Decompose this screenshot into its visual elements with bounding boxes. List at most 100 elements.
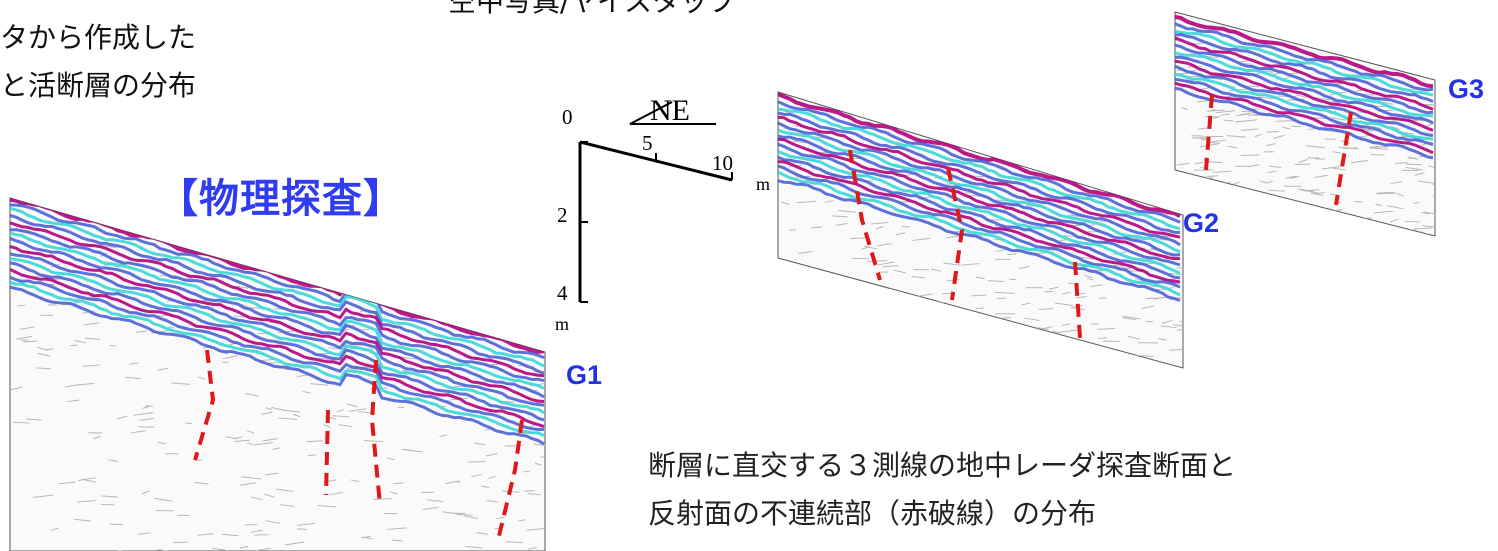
g2-noise-stroke xyxy=(867,322,887,326)
g3-reflector-band xyxy=(1175,59,1434,132)
g2-noise-stroke xyxy=(848,331,857,335)
g1-noise-stroke xyxy=(439,434,447,438)
top-left-line-1: タから作成した xyxy=(0,21,197,54)
top-left-caption: タから作成した と活断層の分布 xyxy=(0,14,196,110)
g1-noise-stroke xyxy=(277,330,297,333)
g1-reflector-band xyxy=(10,268,545,429)
g2-noise-stroke xyxy=(1009,349,1029,353)
g1-noise-stroke xyxy=(100,503,116,506)
g1-noise-stroke xyxy=(442,511,462,515)
profile-g1-label: G1 xyxy=(566,360,603,390)
g3-noise-stroke xyxy=(1350,159,1369,164)
g3-noise-stroke xyxy=(1212,170,1232,173)
g1-noise-stroke xyxy=(241,476,261,480)
g1-noise-stroke xyxy=(141,490,150,495)
g1-noise-stroke xyxy=(239,482,257,486)
g2-noise-stroke xyxy=(920,314,929,317)
g1-noise-stroke xyxy=(77,477,97,482)
g2-noise-stroke xyxy=(824,325,834,328)
g2-noise-stroke xyxy=(835,223,848,226)
g2-noise-stroke xyxy=(1135,278,1143,282)
g3-reflector-band xyxy=(1175,51,1434,118)
g3-noise-stroke xyxy=(1211,245,1223,247)
g3-noise-stroke xyxy=(1404,220,1420,223)
g3-reflector-band xyxy=(1175,73,1434,141)
g3-noise-stroke xyxy=(1215,110,1235,114)
g3-noise-stroke xyxy=(1273,134,1285,139)
g1-noise-stroke xyxy=(297,374,309,378)
profile-g2-label: G2 xyxy=(1183,208,1220,238)
g1-reflector-band xyxy=(10,231,545,390)
g2-noise-stroke xyxy=(1116,356,1125,361)
profile-g3-reflectors xyxy=(1175,14,1434,160)
g3-noise-stroke xyxy=(1196,199,1212,203)
g2-noise-stroke xyxy=(790,357,798,359)
g1-noise-stroke xyxy=(310,383,328,386)
g2-noise-stroke xyxy=(1179,320,1183,325)
g1-noise-stroke xyxy=(347,403,358,408)
g2-noise-stroke xyxy=(943,262,961,266)
g3-noise-stroke xyxy=(1412,232,1421,235)
g2-noise-stroke xyxy=(849,324,861,327)
g3-noise-stroke xyxy=(1330,242,1346,245)
g1-noise-stroke xyxy=(526,527,545,531)
g3-noise-stroke xyxy=(1372,126,1382,129)
g3-noise-stroke xyxy=(1285,175,1297,179)
g1-noise-stroke xyxy=(246,442,254,446)
g2-reflector-band xyxy=(778,137,1181,261)
g3-noise-stroke xyxy=(1434,214,1435,218)
g2-noise-stroke xyxy=(870,222,889,225)
g1-noise-stroke xyxy=(486,500,498,503)
g3-noise-stroke xyxy=(1276,120,1296,122)
g3-noise-stroke xyxy=(1254,251,1269,252)
g2-noise-stroke xyxy=(962,333,975,336)
g1-noise-stroke xyxy=(131,430,146,434)
g3-noise-stroke xyxy=(1181,107,1189,111)
g3-noise-stroke xyxy=(1223,119,1234,122)
g1-noise-stroke xyxy=(463,515,478,519)
g3-noise-stroke xyxy=(1305,145,1325,149)
g1-noise-stroke xyxy=(403,449,424,453)
g1-noise-stroke xyxy=(35,367,52,370)
g3-noise-stroke xyxy=(1176,162,1190,166)
figure-caption: 断層に直交する３測線の地中レーダ探査断面と 反射面の不連続部（赤破線）の分布 xyxy=(648,442,1236,538)
g1-noise-stroke xyxy=(386,457,395,461)
g2-reflector-band xyxy=(778,164,1181,289)
g3-reflector-band xyxy=(1175,36,1434,111)
g3-noise-stroke xyxy=(1337,235,1347,236)
g1-noise-stroke xyxy=(76,500,96,503)
g2-noise-stroke xyxy=(1122,315,1141,320)
g2-noise-stroke xyxy=(875,321,893,324)
g1-noise-stroke xyxy=(12,421,30,424)
g3-noise-stroke xyxy=(1198,127,1208,130)
g2-noise-stroke xyxy=(999,355,1008,359)
g1-reflector-band xyxy=(10,280,545,437)
g1-noise-stroke xyxy=(157,367,169,371)
g3-noise-stroke xyxy=(1241,128,1259,131)
g3-noise-stroke xyxy=(1330,100,1341,105)
g1-noise-stroke xyxy=(318,357,335,361)
g3-noise-stroke xyxy=(1345,249,1356,250)
g1-noise-stroke xyxy=(99,244,118,249)
g1-noise-stroke xyxy=(339,424,352,428)
g2-fault-line xyxy=(946,167,965,301)
g3-noise-stroke xyxy=(1313,226,1327,229)
g2-noise-stroke xyxy=(1090,284,1103,287)
g3-noise-stroke xyxy=(1378,239,1396,240)
g3-noise-stroke xyxy=(1301,227,1316,232)
g3-noise-stroke xyxy=(1370,153,1385,156)
g3-noise-stroke xyxy=(1236,113,1249,117)
g1-noise-stroke xyxy=(37,352,51,357)
g2-noise-stroke xyxy=(793,268,802,272)
g3-noise-stroke xyxy=(1267,170,1277,174)
profile-g1-faults xyxy=(193,349,524,541)
g2-noise-stroke xyxy=(798,382,804,384)
g1-noise-stroke xyxy=(328,491,343,496)
g3-noise-stroke xyxy=(1232,181,1240,185)
g2-noise-stroke xyxy=(995,248,1008,252)
g3-noise-stroke xyxy=(1387,205,1404,210)
g3-noise-stroke xyxy=(1273,220,1283,224)
g1-noise-stroke xyxy=(51,527,59,531)
g3-noise-stroke xyxy=(1329,213,1345,217)
